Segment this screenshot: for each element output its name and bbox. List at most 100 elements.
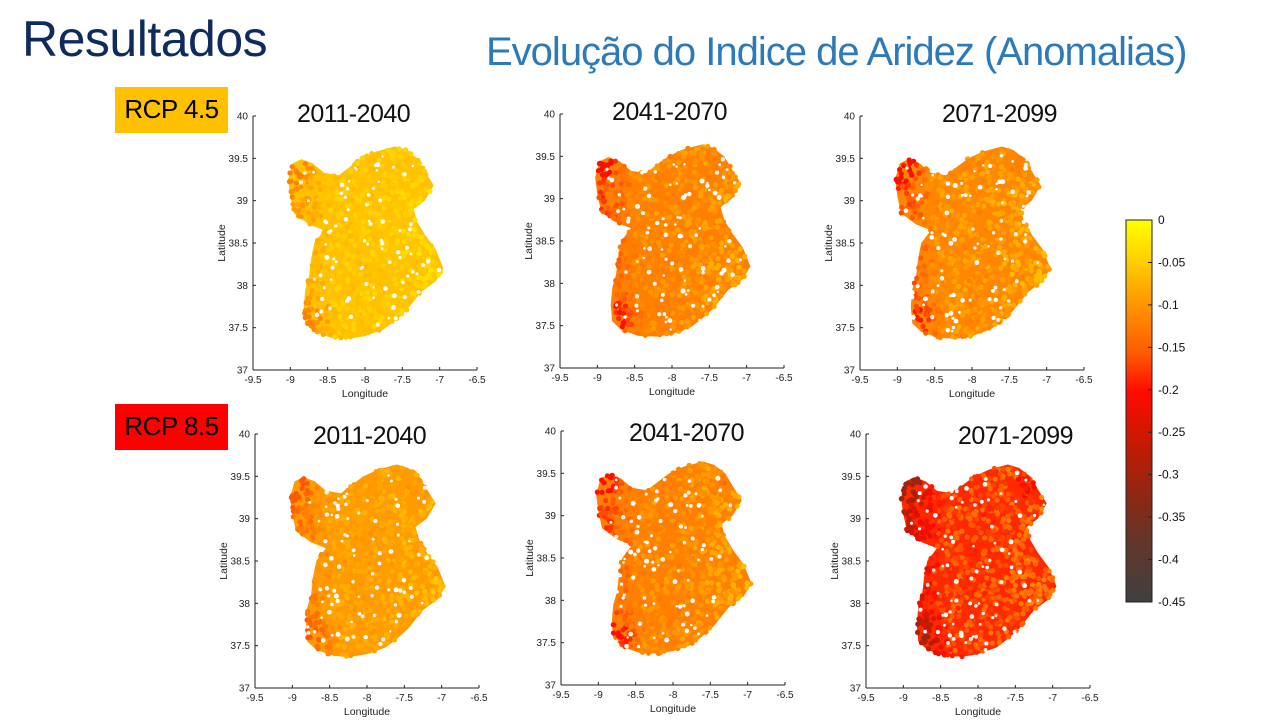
scatter-point bbox=[351, 253, 357, 260]
gap-speck bbox=[652, 602, 656, 606]
x-tick-label: -9.5 bbox=[246, 693, 264, 704]
scatter-point bbox=[999, 249, 1005, 255]
scatter-point bbox=[1030, 190, 1036, 196]
scatter-point bbox=[977, 188, 983, 194]
scatter-point bbox=[718, 293, 724, 299]
scatter-point bbox=[391, 276, 397, 282]
scatter-point bbox=[705, 537, 711, 543]
scatter-point bbox=[680, 305, 686, 311]
scatter-point bbox=[321, 230, 327, 236]
gap-speck bbox=[939, 276, 945, 281]
scatter-point bbox=[991, 153, 997, 160]
scatter-point bbox=[650, 486, 656, 492]
scatter-point bbox=[931, 277, 937, 283]
scatter-point bbox=[376, 478, 382, 484]
gap-speck bbox=[993, 285, 998, 290]
gap-speck bbox=[319, 296, 325, 302]
scatter-point bbox=[348, 233, 354, 239]
scatter-point bbox=[936, 233, 942, 239]
scatter-point bbox=[699, 611, 705, 617]
scatter-point bbox=[929, 258, 935, 264]
scatter-point bbox=[641, 224, 647, 230]
scatter-point bbox=[400, 228, 406, 234]
scatter-point bbox=[333, 175, 339, 181]
gap-speck bbox=[395, 503, 401, 509]
scatter-point bbox=[732, 281, 738, 288]
scatter-point bbox=[651, 325, 657, 332]
y-tick-label: 37.5 bbox=[229, 323, 249, 334]
scatter-point bbox=[665, 275, 671, 281]
x-tick-label: -6.5 bbox=[470, 693, 488, 704]
scatter-point bbox=[956, 292, 962, 298]
scatter-point bbox=[597, 505, 603, 511]
scatter-point bbox=[724, 549, 730, 555]
y-tick-label: 40 bbox=[237, 112, 249, 123]
scatter-point bbox=[670, 471, 676, 477]
scatter-point bbox=[678, 575, 684, 581]
scatter-point bbox=[375, 313, 381, 319]
gap-speck bbox=[337, 497, 340, 501]
gap-speck bbox=[685, 503, 689, 507]
scatter-point bbox=[400, 622, 407, 628]
gap-speck bbox=[630, 500, 636, 506]
gap-speck bbox=[626, 219, 631, 224]
gap-speck bbox=[317, 519, 321, 523]
scatter-point bbox=[366, 575, 372, 581]
scatter-point bbox=[416, 251, 422, 257]
gap-speck bbox=[320, 616, 323, 619]
scatter-point bbox=[737, 573, 743, 579]
scatter-point bbox=[686, 280, 693, 286]
gap-speck bbox=[634, 294, 640, 299]
scatter-point bbox=[318, 551, 324, 558]
scatter-point bbox=[963, 303, 969, 309]
gap-speck bbox=[999, 306, 1003, 310]
scatter-point bbox=[939, 192, 945, 198]
scatter-point bbox=[377, 483, 384, 489]
scatter-point bbox=[633, 324, 639, 331]
gap-speck bbox=[662, 312, 667, 316]
scatter-point bbox=[618, 273, 624, 279]
scatter-point bbox=[355, 287, 361, 293]
scatter-point bbox=[315, 269, 321, 275]
scatter-point bbox=[380, 301, 386, 307]
scatter-point bbox=[415, 283, 421, 289]
y-tick-label: 40 bbox=[844, 112, 856, 123]
scatter-point bbox=[359, 290, 365, 296]
scatter-point bbox=[672, 495, 678, 501]
y-tick-label: 38 bbox=[237, 281, 249, 292]
scatter-point bbox=[714, 524, 720, 530]
y-axis-label: Latitude bbox=[523, 222, 535, 260]
gap-speck bbox=[380, 247, 384, 251]
scatter-point bbox=[404, 158, 410, 164]
scatter-point bbox=[290, 201, 296, 207]
period-title: 2041-2070 bbox=[612, 98, 728, 126]
scatter-point bbox=[337, 624, 343, 630]
scatter-point bbox=[941, 200, 947, 206]
gap-speck bbox=[915, 196, 920, 201]
scatter-point bbox=[689, 640, 695, 646]
scatter-point bbox=[689, 256, 695, 262]
y-tick-label: 38 bbox=[545, 596, 557, 607]
scatter-point bbox=[387, 493, 393, 499]
scatter-point bbox=[674, 471, 681, 477]
scatter-point bbox=[652, 297, 658, 303]
scatter-point bbox=[398, 513, 404, 519]
scatter-point bbox=[978, 284, 984, 290]
gap-speck bbox=[629, 519, 634, 524]
gap-speck bbox=[624, 270, 628, 274]
scatter-point bbox=[676, 480, 682, 486]
scatter-point bbox=[669, 518, 675, 524]
gap-speck bbox=[416, 496, 421, 500]
gap-speck bbox=[1022, 239, 1028, 244]
scatter-point bbox=[659, 642, 665, 648]
gap-speck bbox=[650, 534, 654, 538]
scatter-point bbox=[337, 313, 343, 319]
gap-speck bbox=[614, 534, 619, 539]
scatter-point bbox=[961, 171, 967, 178]
scatter-point bbox=[922, 276, 929, 282]
scatter-point bbox=[399, 492, 405, 498]
scatter-point bbox=[735, 568, 741, 574]
scatter-point bbox=[323, 259, 329, 265]
scatter-point bbox=[633, 316, 639, 322]
gap-speck bbox=[677, 233, 683, 239]
